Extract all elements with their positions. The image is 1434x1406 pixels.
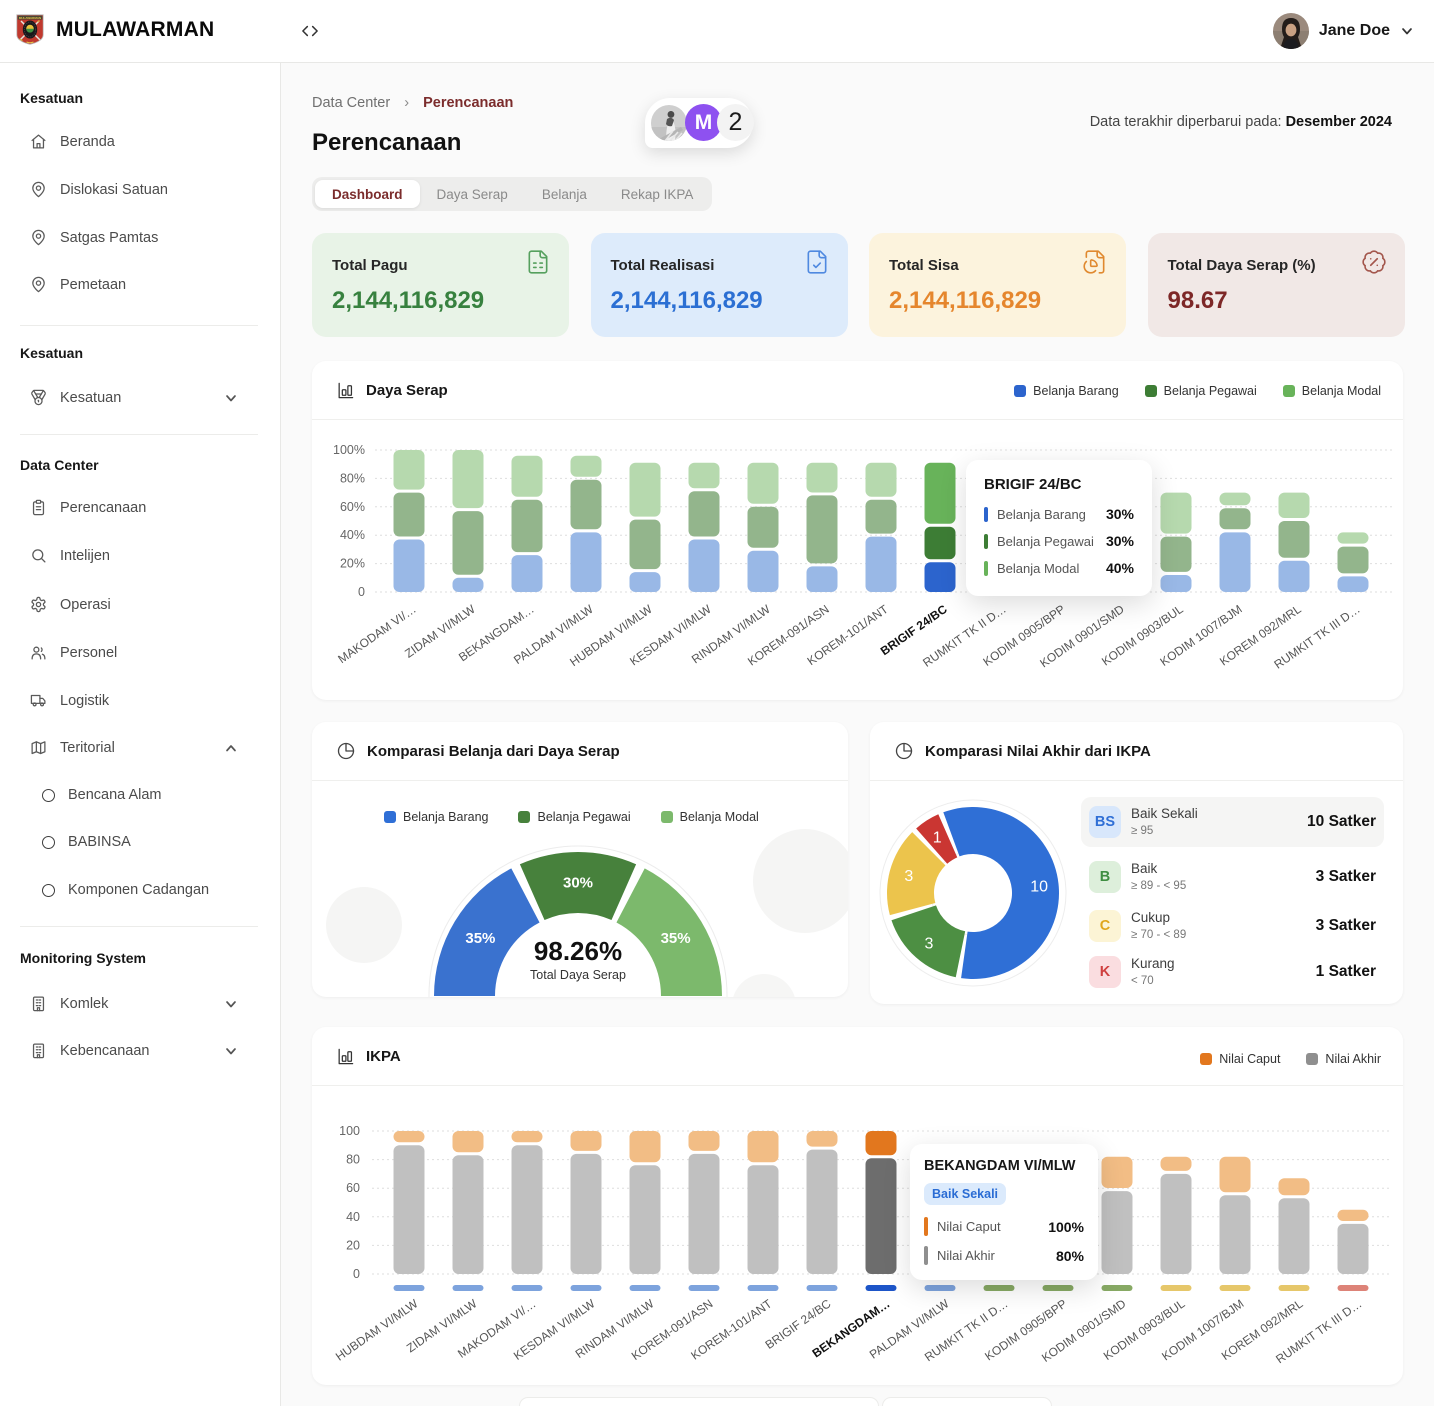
svg-text:80: 80 — [346, 1153, 360, 1167]
svg-text:20: 20 — [346, 1238, 360, 1252]
svg-text:35%: 35% — [465, 930, 495, 947]
svg-text:40: 40 — [346, 1210, 360, 1224]
svg-text:35%: 35% — [661, 930, 691, 947]
svg-text:10: 10 — [1030, 878, 1048, 895]
svg-text:0: 0 — [353, 1267, 360, 1281]
svg-text:30%: 30% — [563, 875, 593, 892]
svg-text:20%: 20% — [340, 557, 365, 571]
svg-text:98.26%: 98.26% — [534, 936, 622, 966]
svg-text:1: 1 — [933, 830, 942, 847]
svg-text:60: 60 — [346, 1181, 360, 1195]
svg-text:40%: 40% — [340, 528, 365, 542]
svg-text:Total Daya Serap: Total Daya Serap — [530, 968, 626, 982]
svg-text:3: 3 — [924, 935, 933, 952]
svg-text:80%: 80% — [340, 471, 365, 485]
svg-text:100: 100 — [339, 1124, 360, 1138]
svg-text:100%: 100% — [333, 443, 365, 457]
svg-text:HUBDAM VI/MLW: HUBDAM VI/MLW — [333, 1296, 421, 1364]
svg-text:60%: 60% — [340, 500, 365, 514]
svg-text:3: 3 — [904, 868, 913, 885]
svg-text:0: 0 — [358, 585, 365, 599]
svg-text:MULAWARMAN: MULAWARMAN — [19, 16, 41, 20]
